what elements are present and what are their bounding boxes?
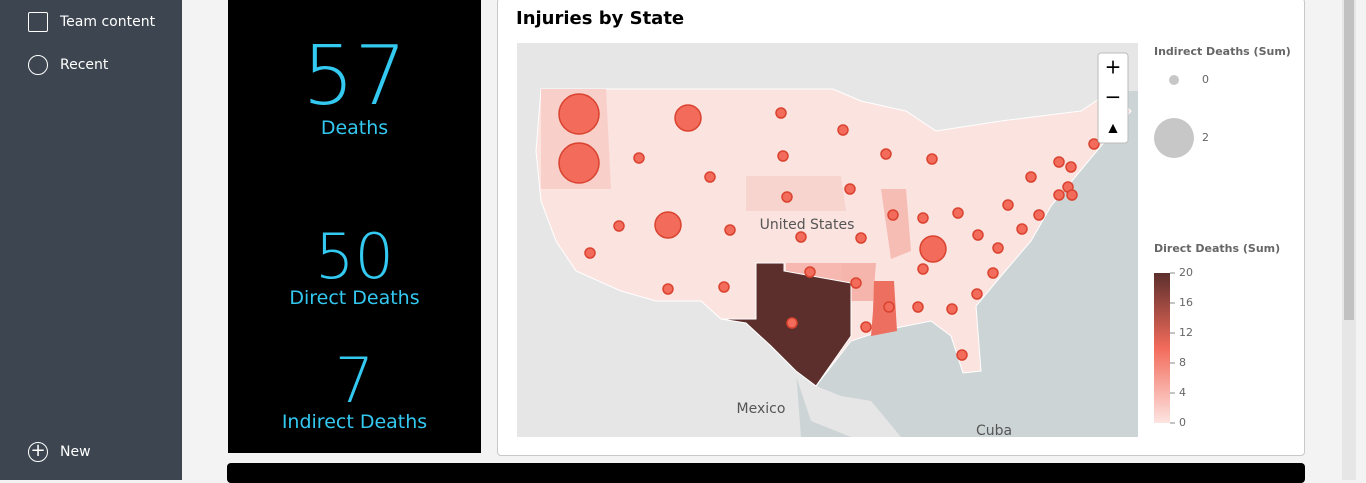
kpi-panel: 57 Deaths 50 Direct Deaths 7 Indirect De… bbox=[228, 0, 481, 453]
bubble bbox=[844, 183, 856, 195]
map: United States Mexico Cuba + − ▲ bbox=[517, 43, 1138, 439]
tick-label: 12 bbox=[1179, 326, 1193, 339]
bubble bbox=[558, 93, 600, 135]
bubble bbox=[654, 211, 682, 239]
bubble bbox=[718, 281, 730, 293]
tick-label: 20 bbox=[1179, 266, 1193, 279]
sidebar: Team content Recent + New bbox=[0, 0, 182, 480]
tick-label: 16 bbox=[1179, 296, 1193, 309]
bubble bbox=[584, 247, 596, 259]
bubble bbox=[855, 232, 867, 244]
bubble bbox=[883, 301, 895, 313]
nav-label: New bbox=[60, 444, 91, 460]
state bbox=[881, 189, 911, 259]
reset-north[interactable]: ▲ bbox=[1108, 121, 1118, 135]
bubble bbox=[704, 171, 716, 183]
card-title: Injuries by State bbox=[516, 8, 684, 29]
texas bbox=[720, 262, 852, 387]
bubbles bbox=[558, 93, 1100, 361]
bubble bbox=[781, 191, 793, 203]
bubble bbox=[946, 303, 958, 315]
kpi-value: 7 bbox=[334, 344, 375, 417]
bubble bbox=[1065, 161, 1077, 173]
zoom-box bbox=[1097, 52, 1129, 144]
bubble bbox=[1066, 189, 1078, 201]
bubble bbox=[558, 142, 600, 184]
next-panel bbox=[227, 463, 1305, 483]
kpi-label: Indirect Deaths bbox=[281, 411, 428, 433]
bubble bbox=[971, 288, 983, 300]
kpi-value: 50 bbox=[315, 220, 394, 293]
bubble bbox=[1053, 156, 1065, 168]
bubble bbox=[1033, 209, 1045, 221]
place-label: Cuba bbox=[976, 423, 1012, 439]
bubble bbox=[992, 242, 1004, 254]
bubble bbox=[804, 266, 816, 278]
bubble bbox=[786, 317, 798, 329]
map-card: Injuries by State United States Mexico C… bbox=[497, 0, 1305, 456]
bubble bbox=[633, 152, 645, 164]
bubble bbox=[724, 224, 736, 236]
color-bar bbox=[1154, 273, 1170, 423]
nav-label: Team content bbox=[60, 14, 156, 30]
bubble bbox=[887, 209, 899, 221]
bubble bbox=[912, 301, 924, 313]
bubble bbox=[613, 220, 625, 232]
land bbox=[517, 43, 1138, 437]
legend: Indirect Deaths (Sum) 0 2 Direct Deaths (Su… bbox=[1154, 45, 1291, 429]
size-legend-label: 0 bbox=[1202, 73, 1209, 86]
bubble bbox=[972, 229, 984, 241]
bubble bbox=[926, 153, 938, 165]
clock-icon bbox=[28, 55, 48, 75]
scrollbar[interactable] bbox=[1342, 0, 1356, 480]
bubble bbox=[662, 283, 674, 295]
scroll-thumb[interactable] bbox=[1344, 0, 1354, 320]
bubble bbox=[1025, 171, 1037, 183]
bubble bbox=[1053, 189, 1065, 201]
nav-item[interactable]: Recent bbox=[28, 55, 108, 75]
kpi-value: 57 bbox=[302, 29, 407, 124]
size-legend-circle bbox=[1169, 75, 1179, 85]
size-legend-label: 2 bbox=[1202, 131, 1209, 144]
bubble bbox=[987, 267, 999, 279]
state bbox=[746, 176, 846, 211]
bubble bbox=[775, 107, 787, 119]
bubble bbox=[777, 150, 789, 162]
bubble bbox=[795, 231, 807, 243]
bubble bbox=[860, 321, 872, 333]
kpi-label: Direct Deaths bbox=[289, 287, 420, 309]
kpi-label: Deaths bbox=[320, 117, 389, 139]
zoom-out[interactable]: − bbox=[1105, 85, 1122, 109]
bubble bbox=[674, 104, 702, 132]
plus-icon: + bbox=[28, 442, 48, 462]
place-label: United States bbox=[760, 217, 855, 233]
bubble bbox=[1002, 199, 1014, 211]
bubble bbox=[880, 148, 892, 160]
bubble bbox=[917, 263, 929, 275]
map-visual: Injuries by State United States Mexico C… bbox=[516, 8, 1291, 439]
nav-label: Recent bbox=[60, 57, 109, 73]
new-button[interactable]: + New bbox=[28, 442, 91, 462]
tick-label: 4 bbox=[1179, 386, 1186, 399]
place-label: Mexico bbox=[737, 401, 786, 417]
bubble bbox=[952, 207, 964, 219]
folder-icon bbox=[28, 12, 48, 32]
tick-label: 8 bbox=[1179, 356, 1186, 369]
nav-item[interactable]: Team content bbox=[28, 12, 155, 32]
land bbox=[701, 301, 901, 437]
bubble bbox=[1088, 138, 1100, 150]
bubble bbox=[919, 235, 947, 263]
tick-label: 0 bbox=[1179, 416, 1186, 429]
zoom-controls: + − ▲ bbox=[1097, 52, 1129, 144]
bubble bbox=[1016, 223, 1028, 235]
legend-title: Indirect Deaths (Sum) bbox=[1154, 45, 1291, 58]
size-legend-circle bbox=[1154, 118, 1194, 158]
bubble bbox=[956, 349, 968, 361]
bubble bbox=[850, 277, 862, 289]
bubble bbox=[837, 124, 849, 136]
zoom-in[interactable]: + bbox=[1105, 55, 1122, 79]
legend-title: Direct Deaths (Sum) bbox=[1154, 242, 1280, 255]
bubble bbox=[917, 212, 929, 224]
